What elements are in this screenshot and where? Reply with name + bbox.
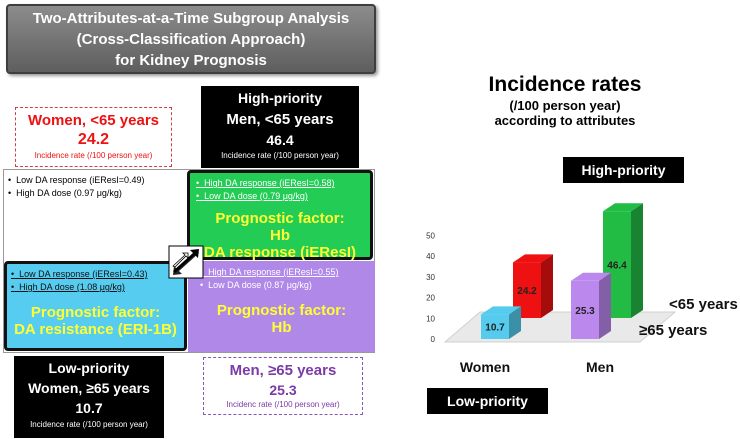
- men-old-note: Incidenc rate (/100 person year): [226, 400, 340, 409]
- quad-bl-bullets: • Low DA response (iEResI=0.43) • High D…: [11, 268, 184, 294]
- quad-bl-prognostic: Prognostic factor: DA resistance (ERI-1B…: [7, 304, 184, 338]
- bar-men-old: [571, 272, 611, 339]
- quad-br-prognostic: Prognostic factor: Hb: [188, 302, 375, 336]
- y-tick-label: 0: [431, 335, 436, 344]
- quad-tr-bullets: • High DA response (iEResI=0.58) • Low D…: [196, 177, 370, 203]
- title-line-1: Two-Attributes-at-a-Time Subgroup Analys…: [32, 10, 350, 27]
- bar-women-old: [481, 306, 521, 339]
- high-priority-label: High-priority: [563, 157, 684, 183]
- men-old-footer: Men, ≥65 years 25.3 Incidenc rate (/100 …: [203, 357, 363, 415]
- legend-entry: ≥65 years: [639, 322, 707, 339]
- title-line-3: for Kidney Prognosis: [115, 52, 267, 69]
- quad-bl-pf-1: Prognostic factor:: [30, 304, 161, 321]
- women-young-label: Women, <65 years: [27, 112, 160, 129]
- women-young-header: Women, <65 years 24.2 Incidence rate (/1…: [15, 107, 172, 167]
- title-line-2: (Cross-Classification Approach): [76, 31, 306, 48]
- quad-tr-bullet-2: • Low DA dose (0.79 μg/kg): [196, 191, 308, 201]
- men-young-value: 46.4: [266, 132, 294, 148]
- men-young-label: Men, <65 years: [226, 111, 334, 128]
- quad-top-left: • Low DA response (iEResI=0.49) • High D…: [8, 174, 183, 200]
- women-young-value: 24.2: [77, 131, 110, 148]
- quad-tr-pf-2: Hb: [270, 227, 290, 244]
- women-old-value: 10.7: [75, 400, 103, 416]
- title-box: Two-Attributes-at-a-Time Subgroup Analys…: [6, 4, 376, 74]
- quad-br-bullets: • High DA response (iEResI=0.55) • Low D…: [200, 266, 375, 292]
- quad-tl-bullet-2: • High DA dose (0.97 μg/kg): [8, 188, 122, 198]
- incidence-chart: 0 10 20 30 40 50 24.2 46.4 10.7 25.3 Women Men <65 y…: [426, 203, 738, 375]
- category-label: Women: [460, 359, 510, 375]
- y-tick-label: 40: [426, 252, 435, 261]
- quad-br-pf-1: Prognostic factor:: [216, 302, 347, 319]
- right-heading: Incidence rates: [488, 73, 642, 96]
- right-heading-block: Incidence rates (/100 person year) accor…: [440, 73, 690, 128]
- men-young-header: High-priority Men, <65 years 46.4 Incide…: [201, 86, 359, 168]
- quad-bottom-left: • Low DA response (iEResI=0.43) • High D…: [4, 261, 187, 351]
- men-young-priority: High-priority: [238, 90, 322, 106]
- y-tick-label: 20: [426, 294, 435, 303]
- women-old-footer: Low-priority Women, ≥65 years 10.7 Incid…: [14, 356, 164, 438]
- category-label: Men: [586, 359, 614, 375]
- quad-tr-pf-3: DA response (iEResI): [204, 244, 356, 261]
- women-old-note: Incidence rate (/100 person year): [30, 420, 148, 429]
- quad-br-bullet-2: • Low DA dose (0.87 μg/kg): [200, 280, 312, 290]
- right-sub-1: (/100 person year): [509, 98, 621, 113]
- y-tick-label: 10: [426, 314, 435, 323]
- men-old-label: Men, ≥65 years: [229, 362, 337, 379]
- quad-tr-bullet-1: • High DA response (iEResI=0.58): [196, 178, 335, 188]
- women-young-note: Incidence rate (/100 person year): [34, 151, 153, 160]
- quad-tr-pf-1: Prognostic factor:: [215, 210, 345, 227]
- quad-top-right: • High DA response (iEResI=0.58) • Low D…: [187, 170, 373, 261]
- quad-tr-prognostic: Prognostic factor: Hb DA response (iERes…: [190, 210, 370, 261]
- quad-bl-bullet-2: • High DA dose (1.08 μg/kg): [11, 282, 125, 292]
- swap-arrows-icon: [168, 245, 204, 279]
- bar-women-young-label: 24.2: [517, 286, 537, 297]
- quad-br-bullet-1: • High DA response (iEResI=0.55): [200, 267, 339, 277]
- y-tick-label: 50: [426, 232, 435, 241]
- bar-women-old-label: 10.7: [485, 323, 505, 334]
- quad-bottom-right: • High DA response (iEResI=0.55) • Low D…: [188, 261, 375, 352]
- right-sub-2: according to attributes: [494, 113, 636, 128]
- women-old-priority: Low-priority: [48, 360, 130, 376]
- quad-bl-pf-2: DA resistance (ERI-1B): [14, 321, 177, 338]
- quad-bl-bullet-1: • Low DA response (iEResI=0.43): [11, 269, 148, 279]
- legend-entry: <65 years: [669, 296, 738, 313]
- bar-men-old-label: 25.3: [575, 306, 595, 317]
- low-priority-label: Low-priority: [427, 388, 548, 414]
- men-old-value: 25.3: [269, 382, 297, 398]
- quad-br-pf-2: Hb: [271, 319, 292, 336]
- bar-men-young-label: 46.4: [607, 261, 627, 272]
- men-young-note: Incidence rate (/100 person year): [221, 151, 339, 160]
- quad-tl-bullet-1: • Low DA response (iEResI=0.49): [8, 175, 145, 185]
- women-old-label: Women, ≥65 years: [28, 380, 150, 396]
- y-tick-label: 30: [426, 273, 435, 282]
